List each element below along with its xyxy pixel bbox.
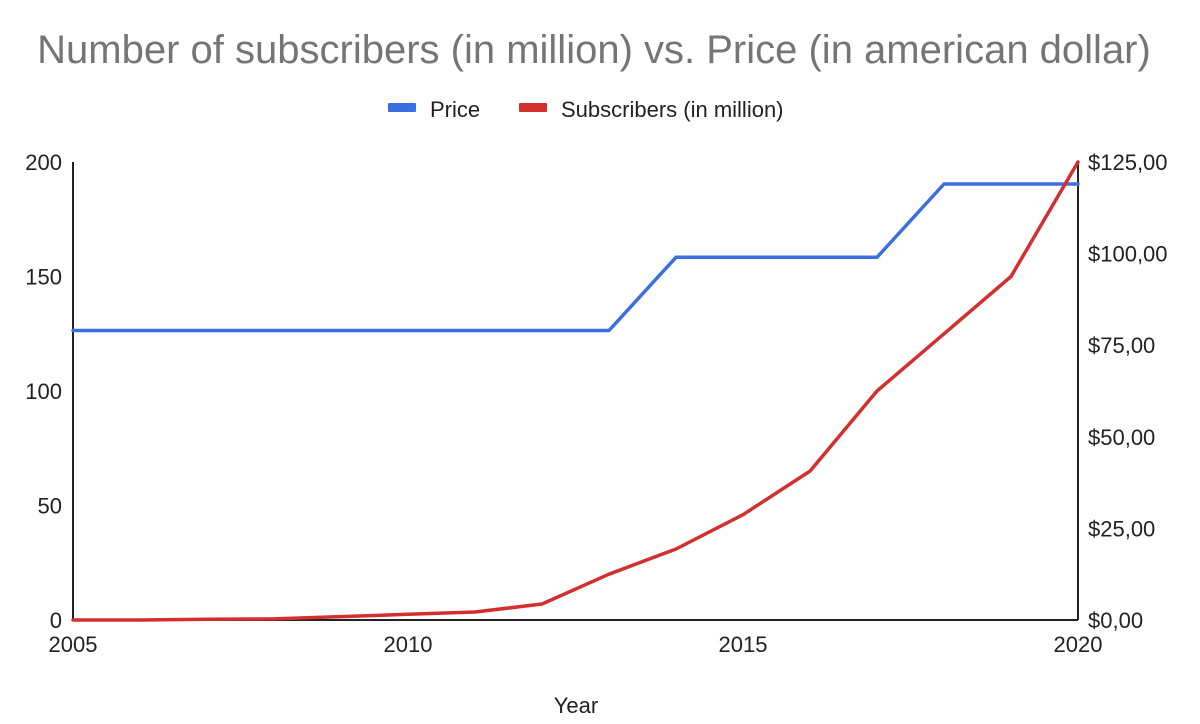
x-tick-label: 2010 — [384, 632, 433, 657]
chart-title: Number of subscribers (in million) vs. P… — [37, 28, 1151, 72]
y-tick-label-left: 50 — [38, 494, 62, 519]
y-tick-label-left: 100 — [25, 379, 62, 404]
y-tick-label-right: $125,00 — [1088, 150, 1168, 175]
tick-labels: 0 50 100 150 200 $0,00 $25,00 $50,00 $75,00 $100,… — [25, 150, 1167, 657]
y-tick-label-right: $75,00 — [1088, 333, 1155, 358]
x-tick-label: 2005 — [49, 632, 98, 657]
legend: Price Subscribers (in million) — [388, 97, 784, 122]
legend-label-subscribers: Subscribers (in million) — [561, 97, 784, 122]
x-tick-label: 2015 — [719, 632, 768, 657]
axes — [72, 162, 1079, 621]
y-tick-label-right: $0,00 — [1088, 608, 1143, 633]
legend-swatch-subscribers — [519, 103, 547, 112]
y-tick-label-left: 150 — [25, 265, 62, 290]
y-tick-label-right: $25,00 — [1088, 516, 1155, 541]
y-tick-label-right: $100,00 — [1088, 242, 1168, 267]
y-tick-label-right: $50,00 — [1088, 425, 1155, 450]
series-line-price — [71, 182, 1080, 333]
legend-swatch-price — [388, 103, 416, 112]
x-axis-title: Year — [554, 693, 598, 718]
series-layer — [71, 160, 1080, 622]
y-tick-label-left: 200 — [25, 150, 62, 175]
y-tick-label-left: 0 — [50, 608, 62, 633]
x-tick-label: 2020 — [1054, 632, 1103, 657]
legend-label-price: Price — [430, 97, 480, 122]
series-line-subscribers — [71, 160, 1080, 622]
